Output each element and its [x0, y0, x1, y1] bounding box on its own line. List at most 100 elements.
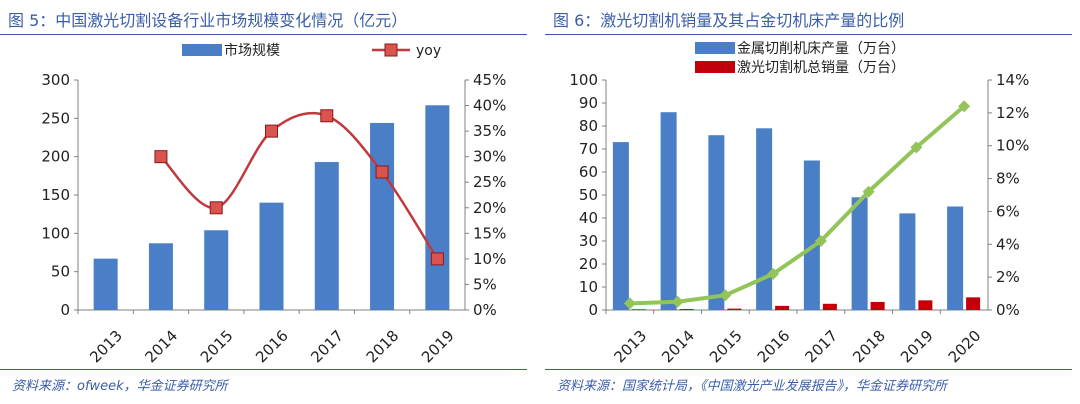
fig5-x-tick-label: 2016	[252, 327, 292, 367]
figure-5-chart: 0 50 100 150 200 250 300 0% 5% 10% 15% 20% 25% 30% 35%…	[41, 42, 506, 367]
fig6-line-point	[671, 295, 684, 308]
fig6-legend-swatch-2	[695, 61, 735, 73]
fig6-y-right-tick-label: 8%	[996, 170, 1020, 188]
figure-6-bottom-rule	[545, 369, 1072, 370]
fig6-bar-secondary	[966, 297, 981, 310]
fig6-x-tick-label: 2019	[897, 327, 937, 367]
fig5-bar-primary	[93, 258, 118, 310]
figure-6-chart: 0 10 20 30 40 50 60 70 80 90 100 0% 2% 4% 6% 8% 10% 12% 14…	[569, 41, 1029, 367]
fig6-y-right-tick-label: 14%	[996, 71, 1029, 89]
fig5-bar-primary	[370, 122, 395, 310]
fig6-y-left-tick-label: 20	[579, 255, 598, 273]
fig5-y-right-tick-label: 0%	[473, 301, 497, 319]
fig5-line-point	[209, 201, 223, 215]
fig6-bar-primary	[803, 160, 820, 310]
fig5-x-tick-label: 2019	[418, 327, 458, 367]
fig6-bar-secondary	[631, 309, 646, 310]
fig6-x-tick-label: 2016	[754, 327, 794, 367]
figure-5-source: 资料来源：ofweek，华金证券研究所	[12, 379, 228, 394]
fig5-y-right-tick-label: 5%	[473, 275, 497, 293]
fig6-y-left-tick-label: 50	[579, 186, 598, 204]
fig6-line-point	[958, 100, 971, 113]
fig6-x-tick-label: 2013	[610, 327, 650, 367]
fig5-x-tick-label: 2013	[86, 327, 126, 367]
fig6-bar-secondary	[822, 303, 837, 310]
fig5-line-point	[375, 165, 389, 179]
fig6-line-point	[862, 185, 875, 198]
fig5-x-tick-label: 2017	[307, 327, 347, 367]
fig6-y-left-tick-label: 40	[579, 209, 598, 227]
fig6-bar-primary	[660, 112, 677, 310]
fig6-y-left-tick-label: 30	[579, 232, 598, 250]
figure-6-panel: 图 6：激光切割机销量及其占金切机床产量的比例 0 10 20 30 40 50 60 70 8…	[545, 0, 1080, 404]
fig6-bar-secondary	[727, 308, 742, 310]
fig5-y-left-tick-label: 150	[41, 186, 70, 204]
fig5-y-right-tick-label: 35%	[473, 122, 506, 140]
fig6-line-point	[814, 235, 827, 247]
fig6-y-left-tick-label: 0	[588, 301, 598, 319]
fig6-y-right-tick-label: 10%	[996, 137, 1029, 155]
fig5-legend-label-bar: 市场规模	[224, 42, 280, 59]
fig6-y-right-tick-label: 12%	[996, 104, 1029, 122]
fig6-bar-primary	[612, 142, 629, 310]
figure-5-bottom-rule	[0, 369, 527, 370]
fig6-line-point	[767, 267, 780, 280]
fig6-bar-primary	[756, 128, 773, 310]
fig6-x-tick-label: 2020	[945, 327, 985, 367]
figure-5-title: 图 5：中国激光切割设备行业市场规模变化情况（亿元）	[8, 11, 408, 30]
fig5-bar-primary	[148, 243, 173, 310]
fig6-line-point	[910, 141, 923, 154]
fig5-line-point	[154, 150, 168, 164]
fig5-y-right-tick-label: 10%	[473, 250, 506, 268]
fig6-legend-label-1: 金属切削机床产量（万台）	[737, 41, 905, 57]
figure-5-top-rule	[0, 34, 527, 35]
fig6-bar-secondary	[870, 301, 885, 310]
fig5-line-point	[430, 252, 444, 266]
fig6-x-tick-label: 2015	[706, 327, 746, 367]
fig5-y-right-tick-label: 45%	[473, 71, 506, 89]
fig6-bar-secondary	[918, 300, 933, 310]
fig5-line-point	[265, 124, 278, 138]
fig6-legend-label-2: 激光切割机总销量（万台）	[737, 59, 905, 76]
fig5-y-right-tick-label: 30%	[473, 148, 506, 166]
fig6-y-right-tick-label: 0%	[996, 301, 1020, 319]
fig6-legend-swatch-1	[695, 42, 735, 54]
figure-6-source: 资料来源：国家统计局，《中国激光产业发展报告》，华金证券研究所	[557, 379, 948, 394]
fig6-y-left-tick-label: 80	[579, 117, 598, 135]
figure-6-top-rule	[545, 34, 1072, 35]
fig5-x-tick-label: 2015	[197, 327, 237, 367]
fig5-y-left-tick-label: 200	[41, 148, 70, 166]
fig6-x-tick-label: 2014	[658, 327, 698, 367]
fig6-y-left-tick-label: 70	[579, 140, 598, 158]
fig5-bar-primary	[314, 162, 339, 310]
fig6-y-left-tick-label: 10	[579, 278, 598, 296]
fig5-y-left-tick-label: 100	[41, 224, 70, 242]
fig5-bar-primary	[259, 202, 284, 310]
fig6-x-tick-label: 2017	[801, 327, 841, 367]
figure-6-title: 图 6：激光切割机销量及其占金切机床产量的比例	[553, 11, 905, 30]
fig6-y-left-tick-label: 100	[569, 71, 598, 89]
fig6-y-left-tick-label: 90	[579, 94, 598, 112]
fig5-bar-primary	[204, 230, 229, 310]
fig6-bar-secondary	[679, 309, 694, 310]
fig6-y-right-tick-label: 4%	[996, 235, 1020, 253]
fig6-line-point	[719, 289, 732, 302]
fig6-x-tick-label: 2018	[849, 327, 889, 367]
fig5-legend-swatch-marker	[384, 43, 398, 57]
fig5-y-left-tick-label: 300	[41, 71, 70, 89]
fig6-bar-secondary	[775, 305, 790, 310]
fig6-y-right-tick-label: 2%	[996, 268, 1020, 286]
fig6-line	[629, 104, 966, 306]
fig6-bar-primary	[899, 213, 916, 310]
fig6-y-left-tick-label: 60	[579, 163, 598, 181]
fig5-bar-primary	[425, 105, 450, 310]
fig6-bar-primary	[708, 135, 725, 310]
fig5-y-left-tick-label: 250	[41, 109, 70, 127]
fig5-y-right-tick-label: 20%	[473, 199, 506, 217]
fig5-y-right-tick-label: 15%	[473, 224, 506, 242]
fig5-legend-swatch-bar	[182, 44, 222, 56]
fig6-bar-primary	[947, 206, 964, 310]
fig5-legend-label-line: yoy	[416, 43, 441, 59]
fig5-line-point	[320, 109, 334, 123]
fig5-y-left-tick-label: 0	[60, 301, 70, 319]
